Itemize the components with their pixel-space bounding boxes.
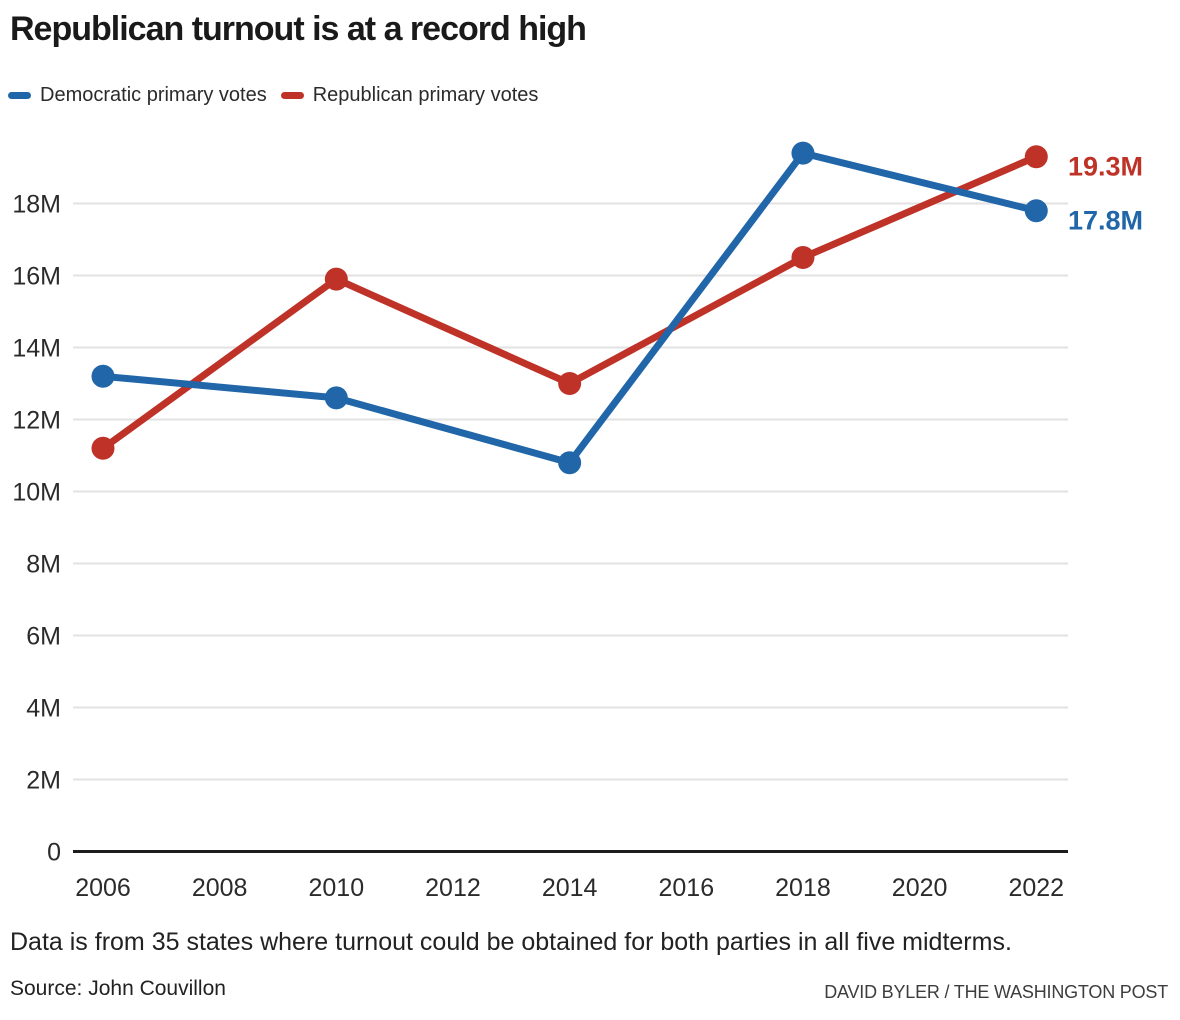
legend-label-democratic: Democratic primary votes <box>40 84 267 106</box>
y-axis-tick-label: 8M <box>26 551 61 579</box>
y-axis-tick-label: 14M <box>12 335 61 363</box>
democratic-swatch-icon <box>8 92 31 99</box>
y-axis-tick-label: 18M <box>12 191 61 219</box>
legend-label-republican: Republican primary votes <box>312 84 539 106</box>
x-axis-tick-label: 2018 <box>775 874 831 902</box>
legend: Democratic primary votes Republican prim… <box>8 84 538 107</box>
x-axis-tick-label: 2012 <box>425 874 481 902</box>
democratic-line <box>99 149 1040 467</box>
democratic-point-2014 <box>558 451 582 475</box>
byline-credit: DAVID BYLER / THE WASHINGTON POST <box>824 982 1168 1002</box>
republican-point-2006 <box>91 436 115 460</box>
y-axis-tick-label: 16M <box>12 263 61 291</box>
democratic-point-2018 <box>791 141 815 165</box>
y-axis-tick-label: 4M <box>26 695 61 723</box>
democratic-end-label: 17.8M <box>1068 206 1143 236</box>
republican-point-2018 <box>791 246 815 269</box>
y-axis-tick-label: 6M <box>26 623 61 651</box>
legend-item-democratic: Democratic primary votes <box>8 84 267 107</box>
y-axis-tick-label: 10M <box>12 479 61 507</box>
x-axis-tick-label: 2010 <box>309 874 365 902</box>
x-axis-tick-label: 2016 <box>658 874 714 902</box>
line-chart: 0 2M 4M 6M 8M 10M 12M 14M 16M 18M 2006 2008 2010 2012… <box>12 141 1143 902</box>
republican-swatch-icon <box>280 92 304 99</box>
republican-point-2014 <box>558 372 582 395</box>
chart-note: Data is from 35 states where turnout cou… <box>10 928 1012 956</box>
republican-point-2022 <box>1024 145 1048 169</box>
democratic-point-2006 <box>91 364 115 388</box>
chart-title: Republican turnout is at a record high <box>10 10 587 48</box>
x-axis-tick-label: 2006 <box>75 874 131 902</box>
y-axis-tick-label: 2M <box>26 767 61 795</box>
x-axis-tick-label: 2014 <box>542 874 598 902</box>
source-credit: Source: John Couvillon <box>10 977 226 1000</box>
x-axis-tick-label: 2020 <box>892 874 948 902</box>
democratic-point-2022 <box>1024 199 1048 223</box>
legend-item-republican: Republican primary votes <box>280 84 539 107</box>
republican-end-label: 19.3M <box>1068 152 1143 182</box>
x-axis-tick-label: 2022 <box>1008 874 1064 902</box>
x-axis-tick-label: 2008 <box>192 874 248 902</box>
y-axis-tick-label: 0 <box>47 839 61 867</box>
y-axis-tick-label: 12M <box>12 407 61 435</box>
republican-line <box>99 153 1040 452</box>
republican-point-2010 <box>324 267 348 291</box>
democratic-point-2010 <box>324 386 348 410</box>
